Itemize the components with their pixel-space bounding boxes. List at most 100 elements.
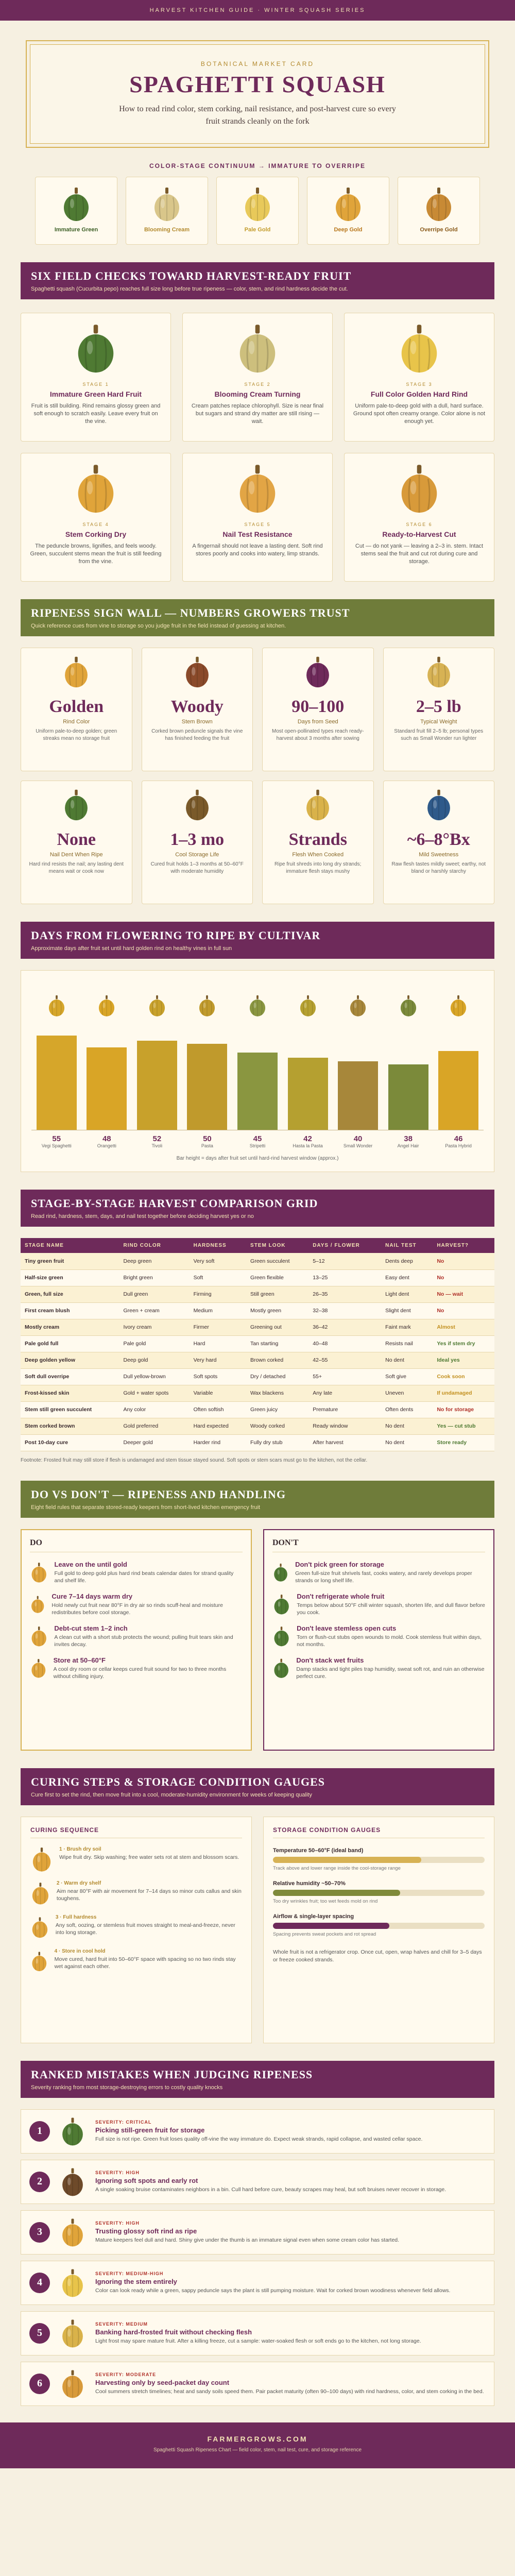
curing-sequence: CURING SEQUENCE 1 · Brush dry soil Wipe f… [21,1816,252,2043]
table-row: Half-size green Bright green Soft Green fle… [21,1269,494,1286]
check-title: Nail Test Resistance [222,530,293,538]
table-cell: Firming [189,1286,247,1303]
dd-text: Don't pick green for storage Green full-s… [295,1561,485,1584]
squash-icon [62,2167,83,2196]
table-cell: Mostly cream [21,1319,119,1336]
mistake-row: 5 SEVERITY: MEDIUM Banking hard-frosted fr… [21,2311,494,2355]
bar-label-group: 45 Stripetti [237,1134,278,1148]
sign-caption: Days from Seed [297,719,338,725]
page-title: SPAGHETTI SQUASH [129,71,386,97]
dd-item: Don't leave stemless open cuts Torn or fl… [272,1624,485,1648]
squash-icon [31,1626,46,1646]
table-cell: If undamaged [433,1385,494,1402]
table-cell: Dents deep [381,1253,433,1270]
table-cell: Mostly green [246,1302,309,1319]
do-heading: DO [30,1538,243,1552]
footer-brand: FARMERGROWS.COM [207,2434,308,2443]
squash-icon [274,1658,288,1678]
squash-icon [48,995,64,1016]
days-band: DAYS FROM FLOWERING TO RIPE BY CULTIVAR … [21,922,494,959]
table-cell: Wax blackens [246,1385,309,1402]
curing-step: 2 · Warm dry shelf Aim near 80°F with air… [30,1880,242,1906]
chart-bar [136,1041,177,1130]
gauge-track [273,1889,485,1896]
table-row: Mostly cream Ivory cream Firmer Greening ou… [21,1319,494,1336]
dont-list: Don't pick green for storage Green full-s… [272,1561,485,1680]
days-icons [31,981,484,1017]
top-bar-text: HARVEST KITCHEN GUIDE · WINTER SQUASH SE… [149,7,366,13]
sign-caption: Stem Brown [181,719,213,725]
check-desc: A fingernail should not leave a lasting … [192,543,323,557]
table-cell: Fully dry stub [246,1434,309,1451]
days-subtitle: Approximate days after fruit set until h… [31,945,232,952]
dd-title: Cure 7–14 days warm dry [52,1592,133,1600]
table-cell: Pale gold full [21,1335,119,1352]
table-cell: No dent [381,1418,433,1435]
table-cell: First cream blush [21,1302,119,1319]
dd-title: Store at 50–60°F [53,1656,106,1664]
table-cell: Slight dent [381,1302,433,1319]
sign-card: Golden Rind Color Uniform pale-to-deep gol… [21,648,132,771]
squash-icon [185,789,209,821]
sign-caption: Nail Dent When Ripe [49,852,103,858]
bar-category: Hasta la Pasta [293,1143,323,1148]
sign-desc: Hard rind resists the nail; any lasting … [29,861,124,874]
checks-band: SIX FIELD CHECKS TOWARD HARVEST-READY FR… [21,262,494,299]
mistake-title: Banking hard-frosted fruit without check… [95,2328,252,2336]
step-name: 3 · Full hardness [55,1914,97,1920]
dd-text: Don't refrigerate whole fruit Temps below… [297,1592,485,1616]
squash-icon [149,995,165,1016]
check-card: STAGE 5 Nail Test Resistance A fingernail … [182,453,333,582]
table-cell: Stem corked brown [21,1418,119,1435]
table-cell: 42–55 [308,1352,382,1369]
chart-bar [187,1044,228,1130]
table-cell: Still green [246,1286,309,1303]
bar-value: 38 [404,1134,413,1143]
squash-icon [427,656,450,688]
gauge-desc: Track above and lower range inside the c… [273,1865,401,1871]
step-text: 1 · Brush dry soil Wipe fruit dry. Skip w… [59,1846,239,1872]
table-cell: Yes — cut stub [433,1418,494,1435]
bar-value: 45 [253,1134,262,1143]
gauge-fill [273,1922,390,1929]
continuum-label: Blooming Cream [144,227,190,233]
mistake-severity: SEVERITY: CRITICAL [95,2120,152,2125]
table-cell: No for storage [433,1401,494,1418]
squash-icon [400,995,416,1016]
table-cell: Variable [189,1385,247,1402]
check-card: STAGE 2 Blooming Cream Turning Cream patch… [182,313,333,442]
continuum-title: COLOR-STAGE CONTINUUM → IMMATURE TO OVER… [149,162,366,170]
table-cell: Medium [189,1302,247,1319]
check-card: STAGE 4 Stem Corking Dry The peduncle brow… [21,453,171,582]
mistake-title: Picking still-green fruit for storage [95,2126,205,2134]
storage-gauge: Temperature 50–60°F (ideal band) Track ab… [273,1848,485,1871]
days-title: DAYS FROM FLOWERING TO RIPE BY CULTIVAR [31,929,321,942]
bar-value: 52 [152,1134,162,1143]
table-cell: Easy dent [381,1269,433,1286]
gauge-desc: Spacing prevents sweat pockets and rot s… [273,1931,376,1937]
continuum-card: Blooming Cream [126,177,208,245]
table-cell: Very soft [189,1253,247,1270]
sign-caption: Typical Weight [420,719,457,725]
bar-label-group: 38 Angel Hair [388,1134,428,1148]
sign-value: 1–3 mo [170,830,225,849]
table-cell: Any late [308,1385,382,1402]
check-stage: STAGE 1 [82,382,109,387]
dd-text: Leave on the until gold Full gold to deep… [54,1561,243,1584]
bar-category: Tivoli [151,1143,163,1148]
mistake-title: Ignoring soft spots and early rot [95,2177,198,2184]
mistake-title: Harvesting only by seed-packet day count [95,2379,230,2386]
days-chart: 55 Vegi Spaghetti 48 Orangetti 52 Tivoli 50 Pas… [21,970,494,1172]
dd-text: Store at 50–60°F A cool dry room or cella… [54,1656,243,1680]
dd-title: Debt-cut stem 1–2 inch [54,1624,128,1632]
continuum-card: Deep Gold [307,177,389,245]
checks-title: SIX FIELD CHECKS TOWARD HARVEST-READY FR… [31,269,352,282]
dd-item: Don't pick green for storage Green full-s… [272,1561,485,1584]
table-cell: Deeper gold [119,1434,190,1451]
mistake-severity: SEVERITY: MEDIUM [95,2321,148,2327]
dd-text: Debt-cut stem 1–2 inch A clean cut with a… [54,1624,243,1648]
dont-heading: DON'T [272,1538,485,1552]
squash-icon [99,995,115,1016]
dd-desc: Full gold to deep gold plus hard rind be… [54,1570,234,1584]
bar-value: 55 [52,1134,61,1143]
